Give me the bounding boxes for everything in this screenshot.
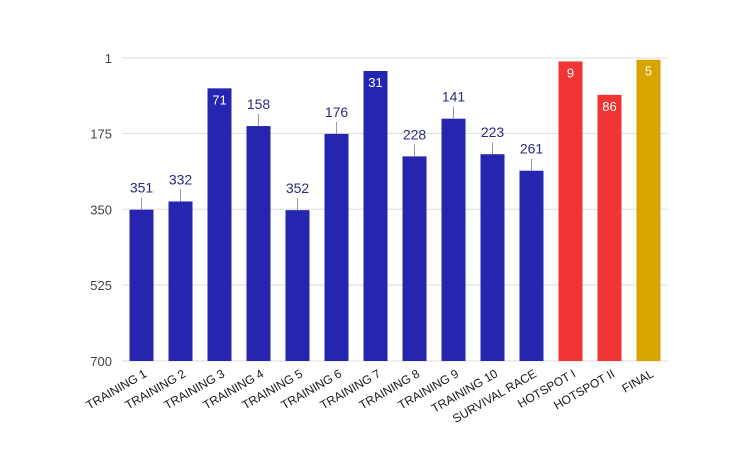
data-label: 141 [442, 89, 466, 105]
y-tick-label: 525 [90, 278, 112, 293]
bars [129, 59, 661, 362]
bar [168, 201, 193, 361]
data-label: 176 [325, 104, 349, 120]
data-label: 228 [403, 126, 427, 142]
data-label: 71 [212, 92, 226, 107]
data-label: 5 [645, 64, 652, 79]
bar [636, 59, 661, 361]
bar [129, 209, 154, 361]
x-tick-label: FINAL [620, 366, 657, 395]
data-label: 261 [520, 141, 544, 157]
y-tick-label: 175 [90, 126, 112, 141]
bar [402, 156, 427, 361]
data-label: 223 [481, 124, 505, 140]
data-label: 31 [368, 75, 382, 90]
bar [324, 133, 349, 361]
gridlines [122, 57, 668, 362]
data-labels: 351 332 71 158 352 176 31 228 141 223 261 9 86 5 [130, 64, 652, 211]
data-label: 9 [567, 65, 574, 80]
y-tick-label: 350 [90, 202, 112, 217]
data-label: 158 [247, 96, 271, 112]
bar [480, 154, 505, 361]
data-label: 332 [169, 171, 193, 187]
y-axis-ticks: 1 175 350 525 700 [90, 51, 112, 369]
bar [597, 94, 622, 362]
y-tick-label: 700 [90, 354, 112, 369]
bar [285, 210, 310, 361]
bar [363, 71, 388, 361]
y-tick-label: 1 [105, 51, 112, 66]
bar [246, 126, 271, 362]
data-label: 86 [602, 99, 616, 114]
bar [558, 61, 583, 362]
bar [519, 170, 544, 361]
bar [441, 118, 466, 361]
data-label: 351 [130, 180, 154, 196]
data-label: 352 [286, 180, 310, 196]
bar [207, 88, 232, 361]
